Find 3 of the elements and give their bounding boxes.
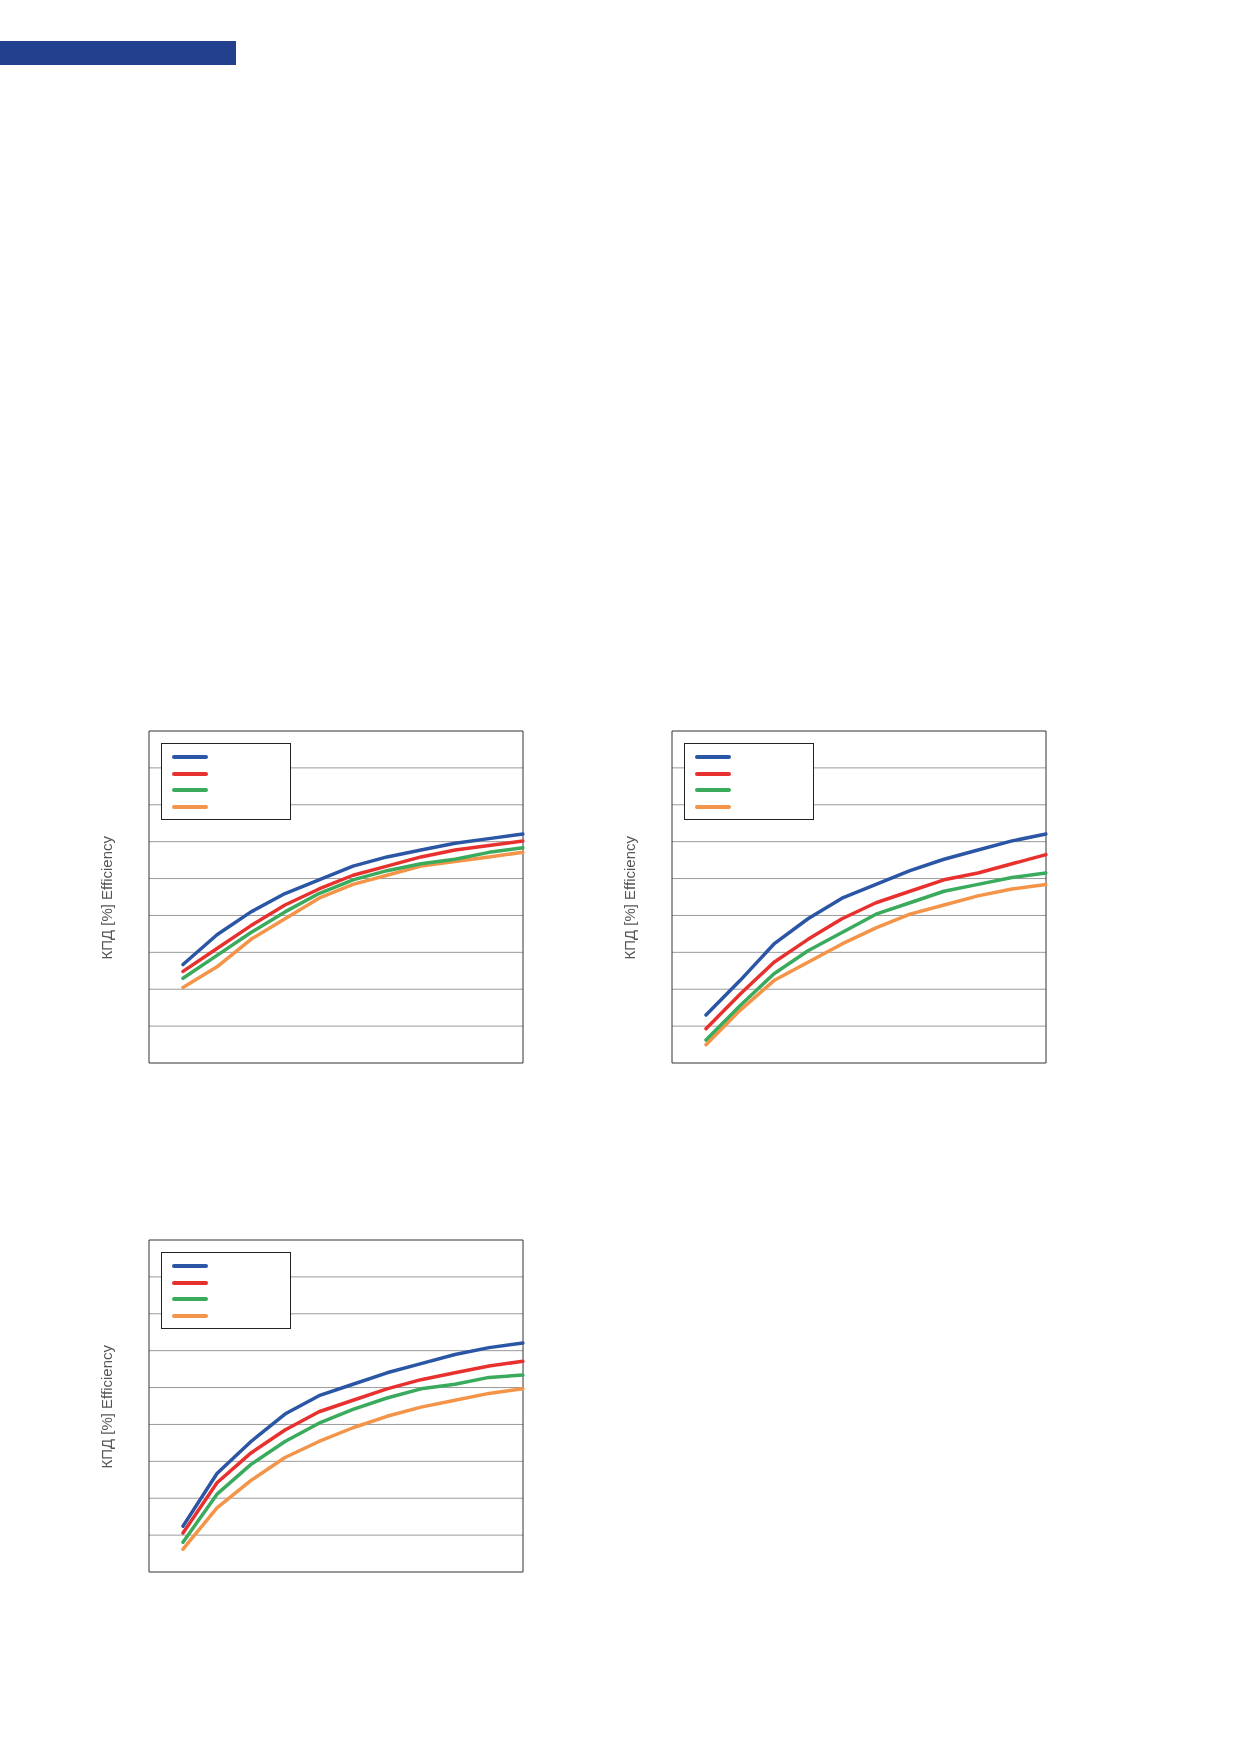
y-axis-title: КПД [%] Efficiency — [97, 836, 115, 960]
y-axis-title: КПД [%] Efficiency — [620, 836, 638, 960]
y-axis-title: КПД [%] Efficiency — [97, 1345, 115, 1469]
